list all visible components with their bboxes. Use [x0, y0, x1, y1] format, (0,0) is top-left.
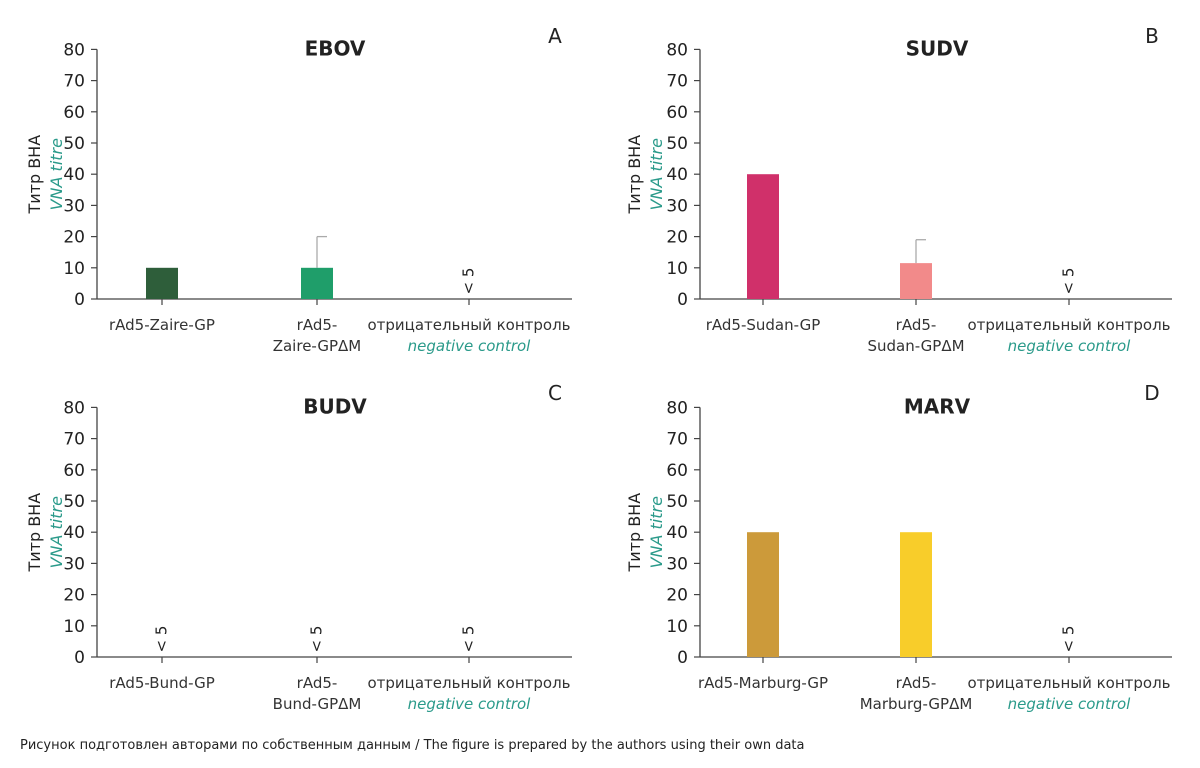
chart-panel-A: 0 10 20 30 40 50 60 70 80 Титр ВНА VNA titre EBOV Ar… [25, 24, 572, 355]
y-tick-label: 80 [666, 40, 688, 60]
category-label: rAd5- [896, 316, 937, 334]
y-tick-label: 0 [74, 290, 85, 310]
below-detection-label: < 5 [1060, 268, 1078, 295]
below-detection-label: < 5 [1060, 626, 1078, 653]
panel-letter: A [548, 24, 562, 48]
bar [900, 532, 932, 657]
panel-letter: C [548, 381, 562, 405]
category-label-en: negative control [1008, 695, 1132, 713]
panel-letter: D [1144, 381, 1159, 405]
y-tick-label: 60 [63, 103, 85, 123]
y-tick-label: 20 [666, 228, 688, 248]
y-tick-label: 70 [63, 430, 85, 450]
chart-panel-B: 0 10 20 30 40 50 60 70 80 Титр ВНА VNA titre SUDV Br… [625, 24, 1172, 355]
y-tick-label: 40 [666, 165, 688, 185]
chart-title: EBOV [305, 36, 366, 60]
y-tick-label: 60 [666, 461, 688, 481]
y-tick-label: 60 [666, 103, 688, 123]
below-detection-label: < 5 [308, 626, 326, 653]
y-tick-label: 10 [63, 259, 85, 279]
y-tick-label: 10 [666, 259, 688, 279]
category-label: rAd5- [297, 316, 338, 334]
y-tick-label: 30 [666, 554, 688, 574]
y-tick-label: 40 [63, 523, 85, 543]
figure-caption: Рисунок подготовлен авторами по собствен… [20, 738, 805, 753]
category-label-en: negative control [408, 695, 532, 713]
below-detection-label: < 5 [460, 626, 478, 653]
y-tick-label: 0 [677, 290, 688, 310]
y-axis-label-en: VNA titre [47, 138, 66, 211]
y-tick-label: 30 [666, 196, 688, 216]
category-label-en: negative control [1008, 337, 1132, 355]
y-tick-label: 20 [63, 586, 85, 606]
bar [747, 532, 779, 657]
y-tick-label: 20 [666, 586, 688, 606]
bar [747, 174, 779, 299]
category-label: rAd5- [896, 674, 937, 692]
y-tick-label: 40 [63, 165, 85, 185]
y-tick-label: 80 [63, 40, 85, 60]
y-tick-label: 0 [74, 648, 85, 668]
panel-letter: B [1145, 24, 1159, 48]
y-tick-label: 70 [666, 430, 688, 450]
category-label-en: negative control [408, 337, 532, 355]
category-label: Marburg-GPΔM [860, 695, 973, 713]
below-detection-label: < 5 [153, 626, 171, 653]
chart-panel-D: 0 10 20 30 40 50 60 70 80 Титр ВНА VNA titre MARV Dr… [625, 381, 1172, 713]
category-label: отрицательный контроль [367, 316, 570, 334]
y-tick-label: 0 [677, 648, 688, 668]
chart-panel-C: 0 10 20 30 40 50 60 70 80 Титр ВНА VNA titre BUDV C <… [25, 381, 572, 713]
y-tick-label: 80 [666, 398, 688, 418]
category-label: отрицательный контроль [367, 674, 570, 692]
category-label: отрицательный контроль [967, 674, 1170, 692]
chart-title: MARV [904, 394, 971, 418]
y-axis-label: Титр ВНА [625, 135, 644, 215]
y-tick-label: 10 [63, 617, 85, 637]
y-tick-label: 50 [63, 492, 85, 512]
bar [146, 267, 178, 299]
category-label: rAd5-Bund-GP [109, 674, 215, 692]
y-axis-label: Титр ВНА [25, 135, 44, 215]
y-tick-label: 50 [666, 134, 688, 154]
category-label: отрицательный контроль [967, 316, 1170, 334]
y-axis-label-en: VNA titre [47, 496, 66, 569]
category-label: rAd5- [297, 674, 338, 692]
y-tick-label: 70 [666, 72, 688, 92]
y-tick-label: 20 [63, 228, 85, 248]
y-tick-label: 40 [666, 523, 688, 543]
y-tick-label: 50 [666, 492, 688, 512]
below-detection-label: < 5 [460, 268, 478, 295]
category-label: Sudan-GPΔM [867, 337, 964, 355]
bar [301, 267, 333, 299]
y-axis-label: Титр ВНА [625, 493, 644, 573]
y-axis-label-en: VNA titre [647, 496, 666, 569]
y-axis-label: Титр ВНА [25, 493, 44, 573]
category-label: Zaire-GPΔM [273, 337, 362, 355]
chart-title: BUDV [303, 394, 367, 418]
chart-title: SUDV [906, 36, 969, 60]
y-tick-label: 30 [63, 554, 85, 574]
bar [900, 263, 932, 299]
y-tick-label: 60 [63, 461, 85, 481]
y-tick-label: 10 [666, 617, 688, 637]
category-label: rAd5-Sudan-GP [706, 316, 821, 334]
y-tick-label: 30 [63, 196, 85, 216]
y-axis-label-en: VNA titre [647, 138, 666, 211]
category-label: Bund-GPΔM [273, 695, 362, 713]
category-label: rAd5-Marburg-GP [698, 674, 828, 692]
category-label: rAd5-Zaire-GP [109, 316, 215, 334]
y-tick-label: 80 [63, 398, 85, 418]
y-tick-label: 70 [63, 72, 85, 92]
y-tick-label: 50 [63, 134, 85, 154]
